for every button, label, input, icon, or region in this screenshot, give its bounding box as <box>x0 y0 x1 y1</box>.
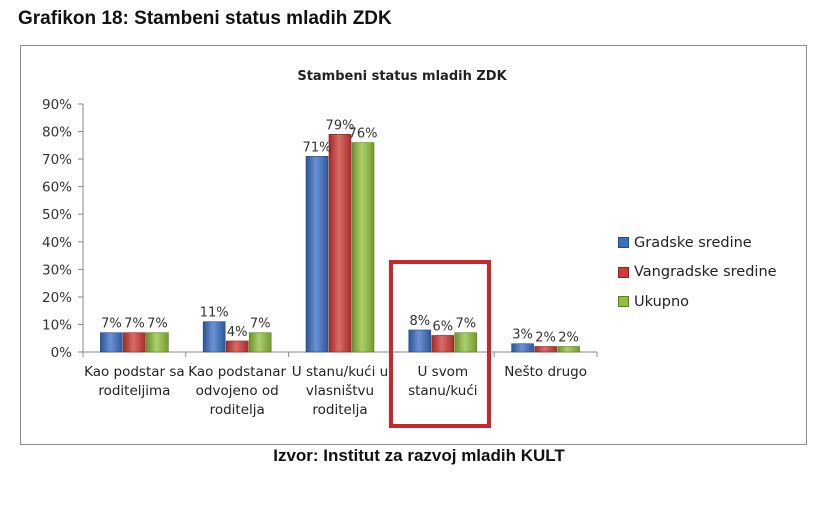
category-label-line: Kao podstar sa <box>84 364 185 380</box>
data-label: 7% <box>124 317 145 332</box>
legend: Gradske sredine Vangradske sredine Ukupn… <box>618 228 777 317</box>
bar <box>351 142 375 353</box>
category-label-line: roditeljima <box>98 383 170 399</box>
y-tick-label: 10% <box>42 317 72 333</box>
data-label: 8% <box>409 314 430 329</box>
legend-item-gradske: Gradske sredine <box>618 228 777 258</box>
category-label-line: U svom <box>417 364 468 380</box>
data-label: 76% <box>349 127 378 142</box>
data-label: 71% <box>303 140 332 155</box>
bars <box>100 134 580 353</box>
bar <box>305 156 329 353</box>
category-label-line: stanu/kući <box>408 383 477 399</box>
category-label-line: Nešto drugo <box>504 364 587 380</box>
y-tick-label: 60% <box>42 180 72 196</box>
legend-item-ukupno: Ukupno <box>618 287 777 317</box>
legend-swatch <box>618 266 629 278</box>
axes: 0% 10% 20% 30% 40% 50% 60% 70% 80% 90% Kao podstar… <box>42 97 598 418</box>
y-tick-label: 90% <box>42 97 72 113</box>
bar <box>534 346 557 353</box>
y-tick-label: 30% <box>42 262 72 278</box>
chart-title: Stambeni status mladih ZDK <box>297 69 507 84</box>
y-tick-label: 80% <box>42 125 72 141</box>
highlight-box <box>389 260 491 428</box>
bar <box>408 329 432 353</box>
y-tick-label: 40% <box>42 235 72 251</box>
category-label: U svom stanu/kući <box>408 364 477 399</box>
data-label: 3% <box>512 328 533 343</box>
data-label: 7% <box>250 317 271 332</box>
data-label: 4% <box>227 325 248 340</box>
legend-swatch <box>618 237 629 249</box>
category-label-line: U stanu/kući u <box>292 364 388 380</box>
y-tick-label: 50% <box>42 207 72 223</box>
category-label-line: Kao podstanar <box>188 364 286 380</box>
bar <box>511 343 534 353</box>
bar <box>202 321 226 353</box>
category-label: U stanu/kući u vlasništvu roditelja <box>292 364 388 418</box>
legend-item-vangradske: Vangradske sredine <box>618 258 777 288</box>
legend-label: Vangradske sredine <box>634 264 777 281</box>
category-label: Kao podstar sa roditeljima <box>84 364 185 399</box>
y-tick-label: 20% <box>42 290 72 306</box>
data-label: 6% <box>432 319 453 334</box>
bar <box>225 340 249 353</box>
data-label: 79% <box>326 118 355 133</box>
bar <box>431 335 455 353</box>
bar <box>557 346 580 353</box>
bar <box>146 332 169 353</box>
category-label-line: vlasništvu <box>306 383 374 399</box>
data-label: 7% <box>147 317 168 332</box>
y-tick-label: 70% <box>42 152 72 168</box>
bar <box>248 332 272 353</box>
data-labels: 7% 7% 7%11%4%7%71%79%76%8% 6% 7%3% 2% 2% <box>101 118 579 345</box>
data-label: 7% <box>101 317 122 332</box>
legend-label: Ukupno <box>634 293 690 310</box>
chart-frame <box>20 45 807 445</box>
data-label: 7% <box>455 317 476 332</box>
category-label: Kao podstanar odvojeno od roditelja <box>188 364 286 418</box>
category-label: Nešto drugo <box>504 364 587 380</box>
bar <box>328 134 352 353</box>
bar <box>454 332 478 353</box>
y-tick-label: 0% <box>51 345 73 361</box>
data-label: 11% <box>200 306 229 321</box>
bar <box>100 332 123 353</box>
category-label-line: roditelja <box>312 402 367 418</box>
data-label: 2% <box>558 330 579 345</box>
legend-label: Gradske sredine <box>634 234 752 251</box>
category-label-line: roditelja <box>210 402 265 418</box>
source-caption: Izvor: Institut za razvoj mladih KULT <box>273 446 565 465</box>
document-heading: Grafikon 18: Stambeni status mladih ZDK <box>18 8 392 29</box>
bar <box>123 332 146 353</box>
data-label: 2% <box>535 330 556 345</box>
category-label-line: odvojeno od <box>196 383 279 399</box>
legend-swatch <box>618 296 629 308</box>
